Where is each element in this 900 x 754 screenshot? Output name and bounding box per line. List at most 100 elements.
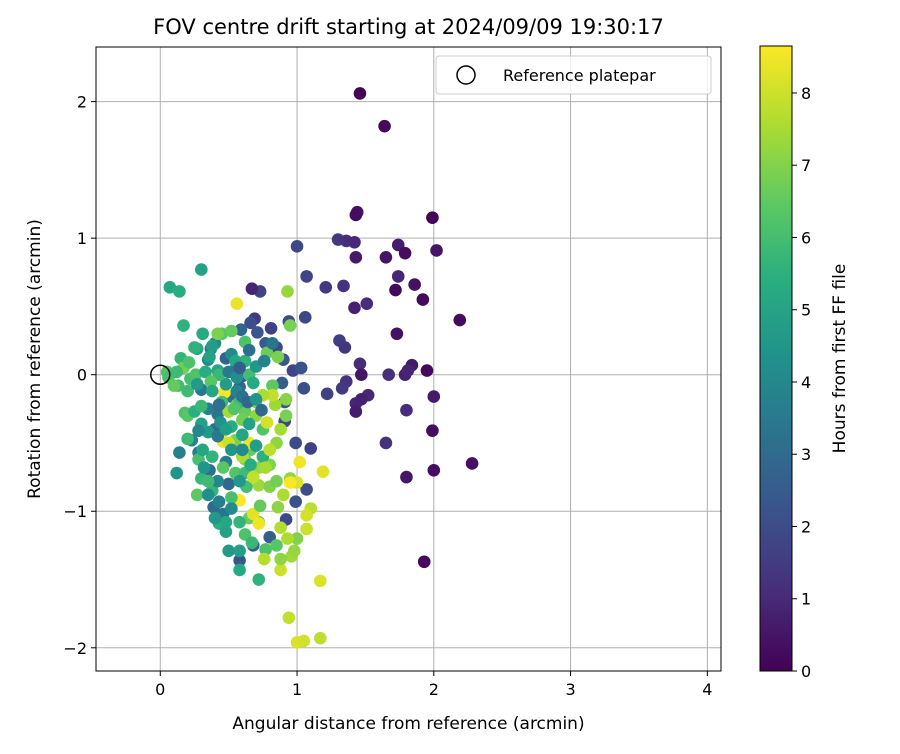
- data-point: [195, 399, 208, 413]
- data-point: [300, 522, 313, 536]
- data-point: [216, 461, 230, 474]
- legend-marker: [456, 65, 476, 85]
- data-point: [190, 377, 204, 391]
- x-axis-ticks: 0 1 2 3 4: [155, 671, 712, 699]
- data-point: [246, 470, 260, 484]
- y-axis-ticks: −2 −1 0 1 2: [63, 93, 96, 658]
- data-point: [236, 443, 249, 457]
- data-point: [264, 321, 278, 335]
- data-point: [234, 323, 248, 336]
- data-point: [279, 392, 293, 406]
- data-point: [300, 270, 313, 283]
- data-point: [266, 336, 279, 350]
- colorbar: [759, 45, 793, 672]
- data-point: [430, 244, 443, 257]
- data-point: [416, 293, 430, 306]
- data-point: [319, 281, 333, 294]
- data-point: [289, 495, 302, 508]
- colorbar-tick-label: 7: [801, 156, 811, 175]
- data-point: [400, 470, 413, 484]
- data-point: [222, 477, 235, 491]
- data-point: [205, 339, 219, 353]
- data-point: [173, 285, 186, 298]
- colorbar-tick-label: 3: [801, 445, 811, 464]
- data-point: [204, 375, 218, 388]
- data-point: [173, 446, 186, 459]
- data-point: [170, 466, 183, 480]
- colorbar-label: Hours from first FF file: [830, 264, 850, 454]
- data-point: [201, 488, 215, 502]
- data-point: [225, 324, 238, 338]
- data-point: [281, 532, 294, 545]
- data-point: [211, 474, 225, 488]
- data-point: [282, 611, 296, 625]
- data-point: [277, 488, 290, 502]
- data-point: [337, 279, 350, 293]
- data-point: [259, 543, 272, 556]
- data-point: [353, 357, 367, 371]
- data-point: [181, 384, 194, 398]
- data-point: [245, 536, 259, 549]
- data-point: [182, 356, 196, 369]
- colorbar-tick-label: 6: [801, 228, 811, 247]
- reference-platepar-point: [150, 364, 171, 385]
- data-point: [401, 364, 415, 377]
- data-point: [313, 574, 327, 588]
- data-point: [251, 326, 264, 339]
- data-point: [360, 297, 374, 311]
- data-point: [225, 502, 238, 515]
- data-point: [274, 552, 287, 566]
- data-point: [349, 208, 363, 222]
- data-point: [408, 278, 421, 291]
- data-point: [233, 515, 246, 529]
- data-point: [225, 443, 238, 457]
- data-point: [196, 327, 209, 341]
- data-point: [257, 354, 271, 368]
- data-point: [233, 544, 246, 558]
- data-point: [417, 555, 431, 569]
- data-point: [288, 544, 301, 558]
- x-tick-label: 4: [702, 680, 712, 699]
- y-tick-label: 0: [77, 366, 87, 385]
- colorbar-tick-label: 8: [801, 84, 811, 103]
- data-point: [348, 235, 361, 249]
- plot-frame: [95, 46, 722, 672]
- data-point: [212, 495, 226, 508]
- data-point: [233, 474, 246, 488]
- data-point: [349, 250, 363, 264]
- data-point: [270, 474, 283, 488]
- x-tick-label: 2: [429, 680, 439, 699]
- data-point: [197, 461, 211, 474]
- legend: Reference platepar: [435, 55, 712, 95]
- colorbar-tick-label: 2: [801, 517, 811, 536]
- data-point: [283, 476, 297, 489]
- data-point: [289, 436, 302, 450]
- x-tick-label: 3: [565, 680, 575, 699]
- data-point: [249, 439, 263, 453]
- x-tick-label: 1: [292, 680, 302, 699]
- data-point: [271, 350, 285, 364]
- colorbar-tick-label: 4: [801, 373, 811, 392]
- data-point: [192, 424, 205, 437]
- data-point: [382, 368, 395, 382]
- data-point: [219, 377, 233, 391]
- grid-lines: [96, 47, 721, 671]
- data-point: [293, 455, 307, 469]
- data-point: [244, 316, 257, 330]
- data-point: [246, 376, 260, 390]
- y-tick-label: 1: [77, 229, 87, 248]
- data-point: [268, 398, 282, 412]
- data-point: [420, 364, 434, 377]
- data-point: [205, 384, 219, 398]
- data-point: [219, 423, 233, 436]
- data-point: [260, 416, 274, 429]
- data-point: [236, 428, 249, 442]
- data-point: [188, 341, 201, 354]
- data-point: [297, 382, 311, 395]
- data-point: [300, 483, 313, 496]
- colorbar-tick-label: 1: [801, 590, 811, 609]
- data-point: [379, 250, 393, 264]
- data-point: [270, 539, 283, 552]
- data-point: [242, 343, 256, 357]
- reference-marker: [150, 364, 171, 385]
